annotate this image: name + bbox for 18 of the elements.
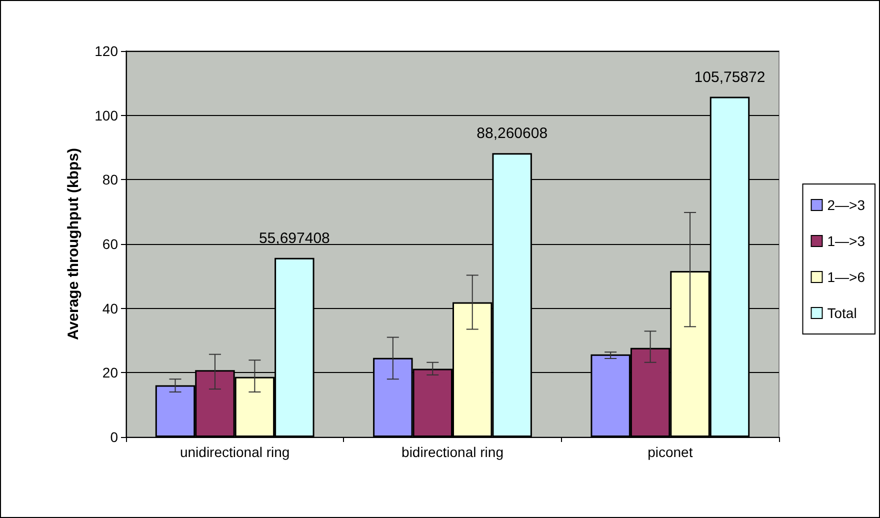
y-tick-label: 40 — [102, 300, 118, 316]
x-tick-label: bidirectional ring — [402, 444, 504, 460]
legend-label: 1—>6 — [827, 269, 866, 285]
legend-label: 2—>3 — [827, 197, 866, 213]
data-label: 55,697408 — [258, 230, 330, 247]
y-tick-label: 120 — [94, 43, 118, 59]
x-tick-label: piconet — [648, 444, 693, 460]
y-tick-label: 100 — [94, 107, 118, 124]
legend-label: Total — [827, 305, 857, 321]
y-tick-label: 60 — [102, 236, 118, 252]
data-label: 105,75872 — [694, 68, 766, 86]
y-axis-title: Average throughput (kbps) — [65, 148, 82, 340]
y-tick-label: 0 — [110, 429, 118, 445]
legend-label: 1—>3 — [827, 233, 866, 249]
data-label: 88,260608 — [476, 125, 548, 142]
y-tick-label: 80 — [102, 172, 118, 188]
x-tick-label: unidirectional ring — [180, 444, 290, 460]
y-tick-label: 20 — [102, 364, 118, 381]
